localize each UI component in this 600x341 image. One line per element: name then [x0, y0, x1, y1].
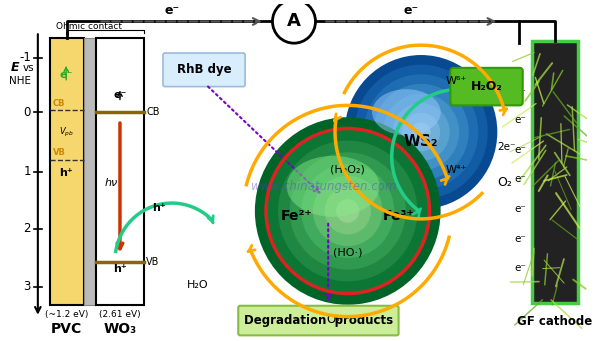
- Text: Degradation  products: Degradation products: [244, 314, 393, 327]
- Text: Fe³⁺: Fe³⁺: [383, 209, 415, 223]
- Text: O₂: O₂: [497, 176, 512, 189]
- Text: e⁻: e⁻: [164, 3, 179, 16]
- Text: Ohmic contact: Ohmic contact: [56, 22, 122, 31]
- Circle shape: [364, 74, 478, 190]
- Circle shape: [290, 152, 406, 270]
- FancyBboxPatch shape: [50, 38, 84, 305]
- Text: www.chinatungsten.com: www.chinatungsten.com: [251, 180, 396, 193]
- Text: VB: VB: [146, 257, 160, 267]
- Circle shape: [345, 55, 497, 209]
- Text: H₂O₂: H₂O₂: [470, 80, 502, 93]
- Ellipse shape: [287, 156, 380, 217]
- Text: CB: CB: [146, 107, 160, 117]
- Text: (2.61 eV): (2.61 eV): [99, 310, 141, 319]
- Text: (~1.2 eV): (~1.2 eV): [44, 310, 88, 319]
- Text: (H₂O₂): (H₂O₂): [331, 164, 365, 175]
- Text: H₂O: H₂O: [187, 280, 208, 290]
- Text: hν: hν: [104, 178, 118, 188]
- FancyBboxPatch shape: [532, 41, 578, 303]
- Text: E: E: [11, 61, 20, 74]
- Text: e⁻: e⁻: [515, 174, 527, 184]
- Text: W⁴⁺: W⁴⁺: [446, 164, 467, 175]
- Text: e⁻: e⁻: [515, 263, 527, 273]
- Text: 3: 3: [23, 281, 31, 294]
- Circle shape: [373, 84, 469, 180]
- Text: A: A: [287, 13, 301, 30]
- Text: 2: 2: [23, 222, 31, 235]
- Text: GF cathode: GF cathode: [517, 315, 593, 328]
- Text: 2e⁻: 2e⁻: [497, 142, 516, 152]
- Text: $V_{pb}$: $V_{pb}$: [59, 125, 74, 138]
- Circle shape: [266, 129, 429, 293]
- Text: e⁻: e⁻: [515, 204, 527, 214]
- Text: Fe²⁺: Fe²⁺: [281, 209, 313, 223]
- Circle shape: [325, 188, 371, 234]
- Ellipse shape: [372, 89, 441, 135]
- Text: 1: 1: [23, 165, 31, 178]
- Text: h⁺: h⁺: [113, 264, 127, 274]
- Text: CB: CB: [53, 99, 65, 108]
- Circle shape: [278, 140, 418, 281]
- Circle shape: [355, 65, 488, 199]
- Text: VB: VB: [53, 148, 65, 157]
- Circle shape: [301, 164, 394, 258]
- Text: PVC: PVC: [50, 323, 82, 337]
- Text: (HO·): (HO·): [333, 248, 362, 257]
- Circle shape: [402, 113, 440, 151]
- Text: -1: -1: [19, 51, 31, 64]
- Text: e⁻: e⁻: [59, 70, 73, 80]
- Circle shape: [392, 103, 449, 161]
- Circle shape: [412, 122, 431, 142]
- Text: W⁶⁺: W⁶⁺: [446, 76, 467, 86]
- Text: e⁻: e⁻: [515, 88, 527, 98]
- Text: WO₃: WO₃: [103, 323, 137, 337]
- Text: e⁻: e⁻: [515, 234, 527, 243]
- Text: e⁻: e⁻: [515, 145, 527, 155]
- Circle shape: [272, 0, 316, 43]
- Text: h⁺: h⁺: [59, 168, 73, 178]
- Text: vs: vs: [22, 63, 34, 73]
- Circle shape: [383, 93, 459, 170]
- Text: WS₂: WS₂: [404, 134, 439, 149]
- Text: e⁻: e⁻: [404, 3, 419, 16]
- Text: O₂·⁻: O₂·⁻: [326, 313, 350, 326]
- Circle shape: [336, 199, 359, 223]
- FancyBboxPatch shape: [451, 68, 523, 105]
- Text: h⁺: h⁺: [152, 203, 166, 213]
- Text: NHE: NHE: [9, 76, 31, 86]
- FancyBboxPatch shape: [238, 306, 398, 335]
- Text: e⁻: e⁻: [113, 90, 127, 101]
- FancyBboxPatch shape: [95, 38, 145, 305]
- FancyBboxPatch shape: [163, 53, 245, 87]
- Text: e⁻: e⁻: [515, 115, 527, 125]
- Circle shape: [313, 176, 383, 246]
- Text: 0: 0: [23, 106, 31, 119]
- FancyBboxPatch shape: [84, 38, 95, 305]
- Circle shape: [255, 117, 440, 305]
- Text: RhB dye: RhB dye: [177, 63, 232, 76]
